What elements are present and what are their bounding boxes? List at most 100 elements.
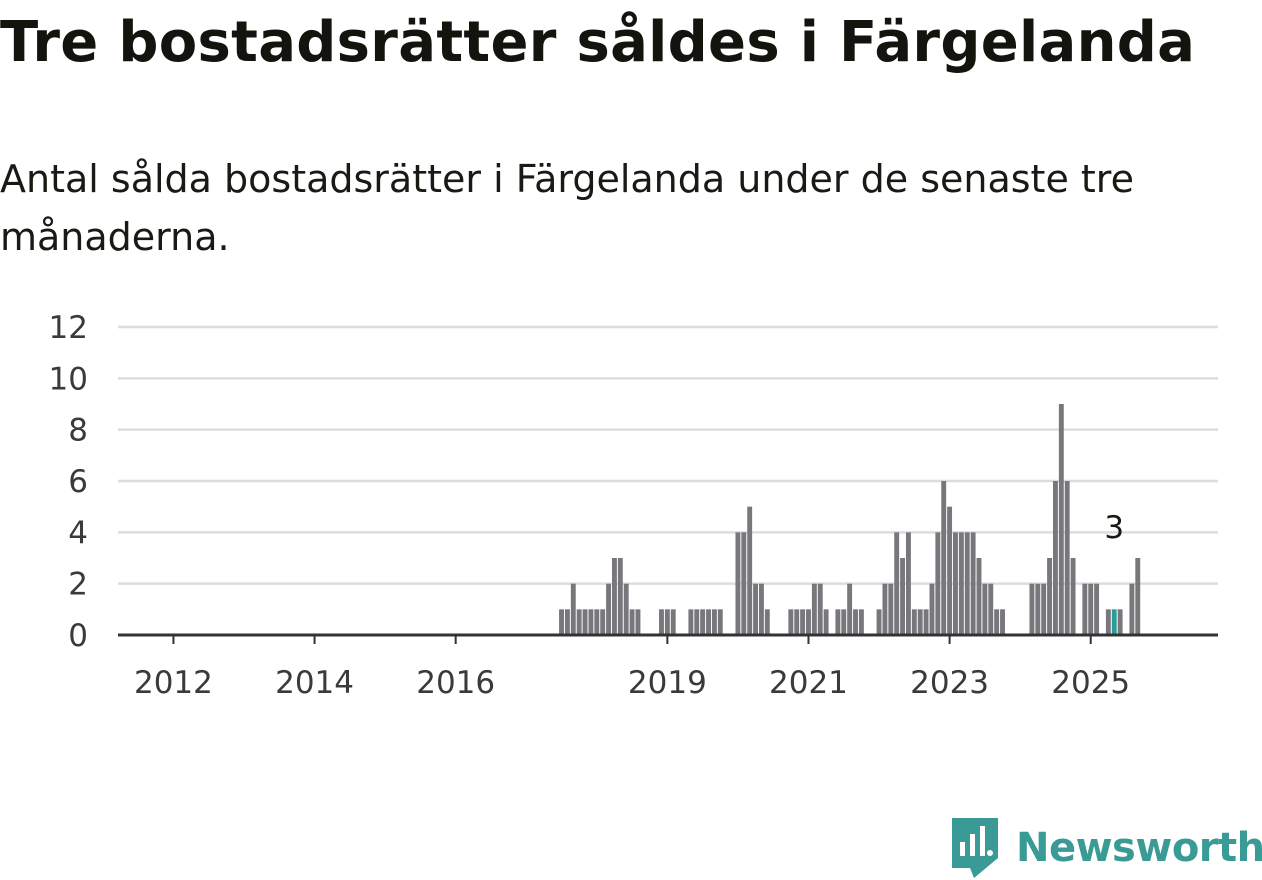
bar-2022-08 [917, 609, 923, 635]
bar-2024-10 [1070, 558, 1076, 635]
chart-subtitle: Antal sålda bostadsrätter i Färgelanda u… [0, 157, 1134, 259]
bar-2022-12 [941, 481, 947, 635]
bar-2023-05 [970, 532, 976, 635]
bar-2018-07 [629, 609, 635, 635]
bar-2023-07 [982, 583, 988, 635]
gridlines [118, 325, 1218, 585]
bar-2025-05 [1111, 609, 1117, 635]
bar-2019-02 [670, 609, 676, 635]
bar-2017-12 [588, 609, 594, 635]
bar-2018-01 [594, 609, 600, 635]
bar-2023-10 [1000, 609, 1005, 635]
y-tick-label: 0 [68, 618, 88, 654]
value-labels: 3 [1104, 510, 1124, 546]
bar-2024-06 [1047, 558, 1053, 635]
bar-2019-09 [711, 609, 717, 635]
bar-2024-03 [1029, 583, 1035, 635]
x-tick-label: 2014 [275, 665, 354, 700]
bar-2021-08 [847, 583, 853, 635]
bar-2023-08 [988, 583, 994, 635]
bar-2024-05 [1041, 583, 1047, 635]
bar-undefined [1129, 583, 1135, 635]
bar-2022-09 [923, 609, 929, 635]
y-axis-ticks: 0 2 4 6 8 10 12 [49, 310, 88, 654]
bar-2025-02 [1094, 583, 1100, 635]
bar-2018-12 [659, 609, 664, 635]
y-tick-label: 2 [68, 567, 88, 603]
bar-2022-07 [911, 609, 917, 635]
bar-2021-10 [858, 609, 864, 635]
bar-2022-01 [876, 609, 882, 635]
bar-2018-06 [623, 583, 629, 635]
bar-2024-12 [1082, 583, 1088, 635]
bar-2025-01 [1088, 583, 1094, 635]
bar-2020-03 [747, 506, 753, 635]
brand-name: Newsworthy [1016, 825, 1262, 871]
bar-2022-04 [894, 532, 900, 635]
chart-title: Tre bostadsrätter såldes i Färgelanda [0, 10, 1196, 75]
bar-2022-06 [905, 532, 911, 635]
bar-2020-12 [800, 609, 806, 635]
bar-2021-03 [817, 583, 823, 635]
bar-2021-07 [841, 609, 847, 635]
y-tick-label: 12 [49, 310, 88, 346]
bar-2023-09 [994, 609, 1000, 635]
bar-2019-01 [664, 609, 670, 635]
newsworthy-logo-icon [952, 818, 998, 878]
bar-2018-05 [617, 558, 623, 635]
bar-2022-11 [935, 532, 941, 635]
bar-2019-07 [700, 609, 706, 635]
bar-2020-02 [741, 532, 747, 635]
bar-2019-10 [717, 609, 723, 635]
bar-2018-03 [606, 583, 612, 635]
bar-2021-09 [853, 609, 858, 635]
bar-2022-05 [900, 558, 906, 635]
bar-undefined [1117, 609, 1123, 635]
bar-2018-08 [635, 609, 641, 635]
bar-chart: 0 2 4 6 8 10 12 2012 2014 2016 2019 2021 2023 2025 3 [49, 310, 1218, 700]
x-tick-label: 2012 [134, 665, 213, 700]
bar-2022-10 [929, 583, 935, 635]
bar-2022-02 [882, 583, 888, 635]
bar-2024-07 [1052, 481, 1058, 635]
bar-2023-06 [976, 558, 982, 635]
bar-2023-03 [958, 532, 964, 635]
x-tick-label: 2025 [1051, 665, 1130, 700]
bars [559, 404, 1141, 635]
x-tick-label: 2021 [769, 665, 848, 700]
bar-2025-04 [1105, 609, 1111, 635]
bar-2017-10 [576, 609, 582, 635]
bar-2021-02 [811, 583, 817, 635]
bar-2018-02 [600, 609, 606, 635]
bar-2017-09 [570, 583, 576, 635]
bar-2020-11 [794, 609, 800, 635]
bar-2020-05 [758, 583, 764, 635]
bar-2020-04 [753, 583, 759, 635]
x-tick-label: 2023 [910, 665, 989, 700]
bar-2023-01 [947, 506, 953, 635]
bar-2024-08 [1058, 404, 1064, 635]
y-tick-label: 10 [49, 361, 88, 397]
newsworthy-brand: Newsworthy [950, 816, 1262, 880]
highlight-value-label: 3 [1104, 510, 1124, 546]
bar-undefined [1135, 558, 1141, 635]
bar-2021-06 [835, 609, 841, 635]
bar-2019-05 [688, 609, 694, 635]
bar-2019-08 [706, 609, 711, 635]
bar-2021-04 [823, 609, 829, 635]
bar-2020-01 [735, 532, 741, 635]
bar-2020-06 [764, 609, 770, 635]
bar-2020-10 [788, 609, 794, 635]
bar-2024-04 [1035, 583, 1041, 635]
bar-2018-04 [611, 558, 617, 635]
y-tick-label: 8 [68, 413, 88, 449]
bar-2017-08 [564, 609, 570, 635]
bar-2019-06 [694, 609, 700, 635]
bar-2017-07 [559, 609, 564, 635]
bar-2017-11 [582, 609, 588, 635]
bar-2022-03 [888, 583, 894, 635]
bar-2021-01 [806, 609, 811, 635]
bar-2023-02 [953, 532, 958, 635]
x-tick-label: 2016 [416, 665, 495, 700]
x-tick-label: 2019 [628, 665, 707, 700]
